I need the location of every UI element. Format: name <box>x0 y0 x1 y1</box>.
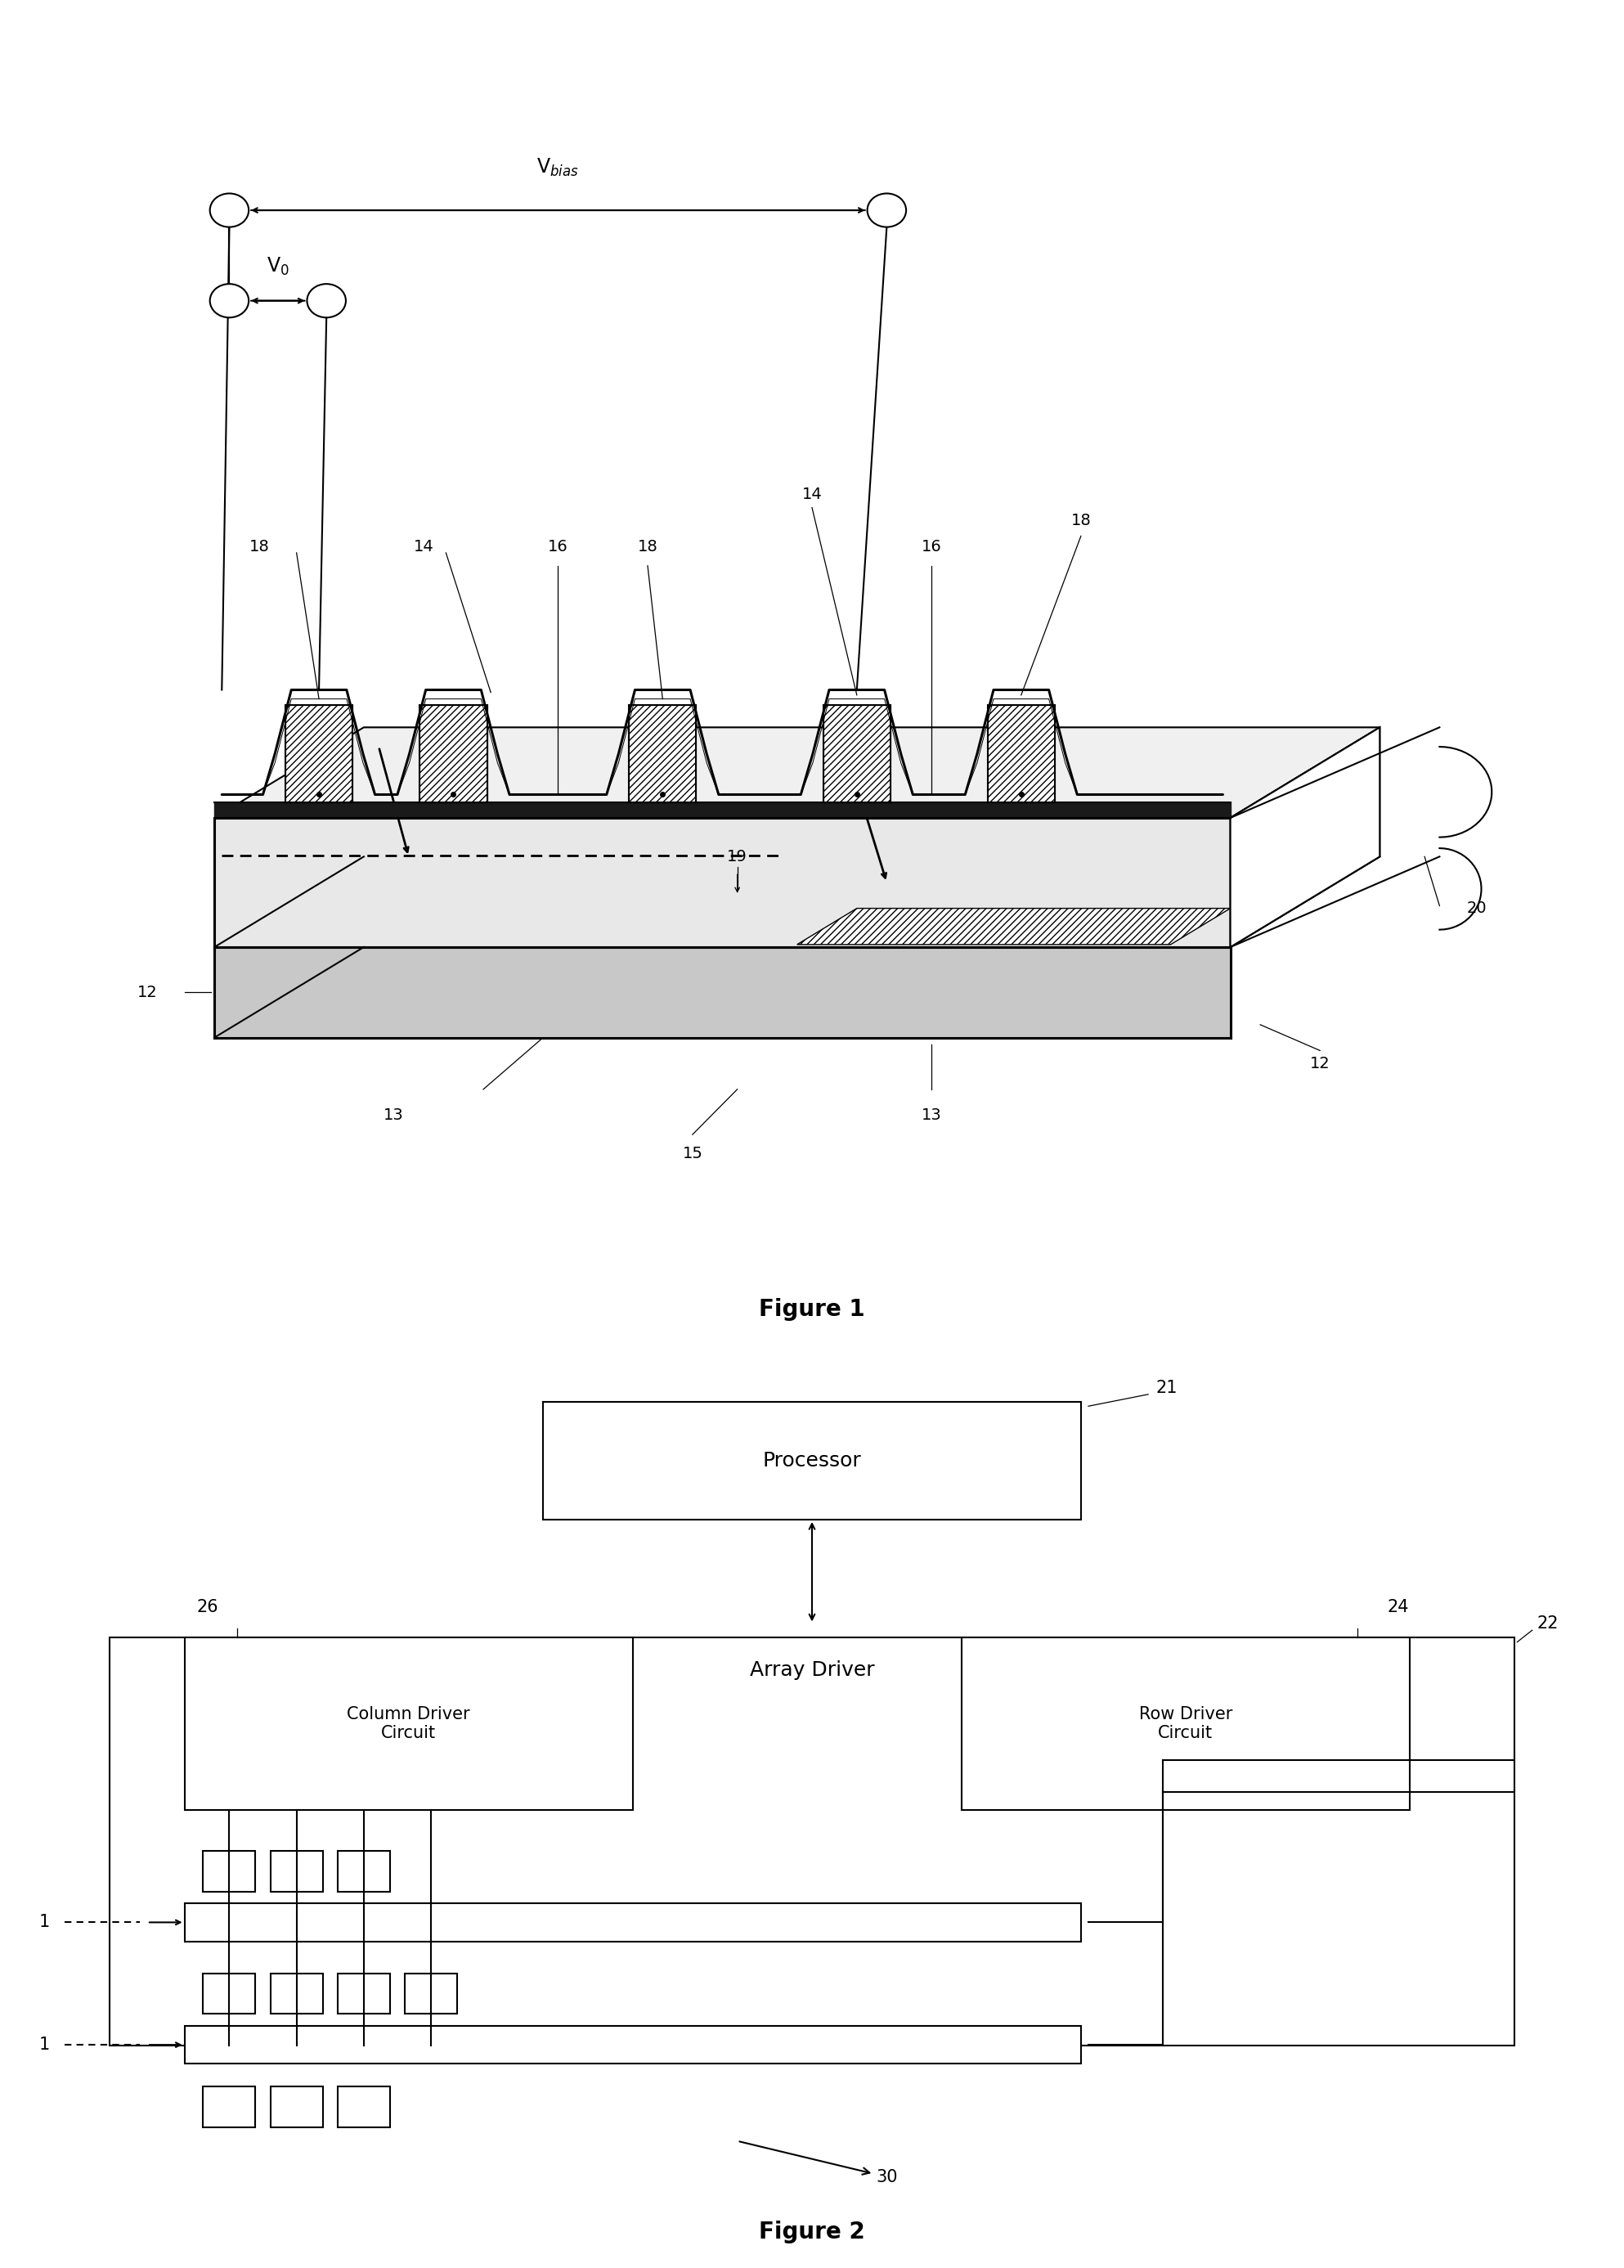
FancyBboxPatch shape <box>270 2087 323 2127</box>
FancyBboxPatch shape <box>338 2087 390 2127</box>
Text: 24: 24 <box>1387 1599 1410 1615</box>
Text: 12: 12 <box>1311 1055 1330 1070</box>
Circle shape <box>307 284 346 318</box>
Polygon shape <box>823 705 890 803</box>
Text: 21: 21 <box>1156 1379 1177 1395</box>
FancyBboxPatch shape <box>270 1973 323 2014</box>
Circle shape <box>867 193 906 227</box>
Text: 1: 1 <box>39 2037 50 2053</box>
Text: 14: 14 <box>802 488 822 503</box>
FancyBboxPatch shape <box>270 1851 323 1892</box>
Text: 18: 18 <box>248 538 270 553</box>
FancyBboxPatch shape <box>185 2025 1082 2064</box>
Text: V$_{bias}$: V$_{bias}$ <box>538 156 580 177</box>
FancyBboxPatch shape <box>185 1637 633 1810</box>
FancyBboxPatch shape <box>203 1851 255 1892</box>
Text: 18: 18 <box>1070 513 1091 528</box>
Text: Column Driver
Circuit: Column Driver Circuit <box>348 1706 471 1742</box>
FancyBboxPatch shape <box>338 1851 390 1892</box>
Text: 19: 19 <box>728 848 747 864</box>
Text: 30: 30 <box>739 2141 898 2184</box>
Text: Figure 2: Figure 2 <box>758 2220 866 2243</box>
FancyBboxPatch shape <box>203 2087 255 2127</box>
Text: 16: 16 <box>921 538 942 553</box>
FancyBboxPatch shape <box>185 1903 1082 1941</box>
Polygon shape <box>1231 728 1380 948</box>
Circle shape <box>209 284 248 318</box>
Polygon shape <box>214 819 1231 948</box>
FancyBboxPatch shape <box>203 1973 255 2014</box>
Text: 6A: 6A <box>322 719 346 735</box>
Text: Row Driver
Circuit: Row Driver Circuit <box>1138 1706 1233 1742</box>
Circle shape <box>209 193 248 227</box>
Text: Figure 1: Figure 1 <box>758 1297 866 1320</box>
Polygon shape <box>214 728 1380 819</box>
Text: 13: 13 <box>921 1107 942 1123</box>
FancyBboxPatch shape <box>542 1402 1082 1520</box>
Text: V$_{0}$: V$_{0}$ <box>266 256 289 277</box>
Text: 14: 14 <box>414 538 434 553</box>
Polygon shape <box>797 907 1231 943</box>
Text: 6A: 6A <box>830 758 854 773</box>
FancyBboxPatch shape <box>110 1637 1514 2046</box>
Text: 18: 18 <box>638 538 658 553</box>
Text: 1: 1 <box>39 1914 50 1930</box>
Text: 20: 20 <box>1466 900 1488 916</box>
Text: Array Driver: Array Driver <box>750 1660 874 1681</box>
Text: 12: 12 <box>136 984 158 1000</box>
Text: 22: 22 <box>1536 1615 1559 1631</box>
Polygon shape <box>1231 728 1380 948</box>
Polygon shape <box>286 705 352 803</box>
Text: 16: 16 <box>547 538 568 553</box>
Text: Processor: Processor <box>763 1452 861 1470</box>
Polygon shape <box>628 705 697 803</box>
FancyBboxPatch shape <box>338 1973 390 2014</box>
Text: 15: 15 <box>682 1145 703 1161</box>
Text: 13: 13 <box>383 1107 404 1123</box>
FancyBboxPatch shape <box>404 1973 458 2014</box>
Text: 26: 26 <box>197 1599 218 1615</box>
Polygon shape <box>421 705 487 803</box>
Polygon shape <box>987 705 1056 803</box>
FancyBboxPatch shape <box>961 1637 1410 1810</box>
